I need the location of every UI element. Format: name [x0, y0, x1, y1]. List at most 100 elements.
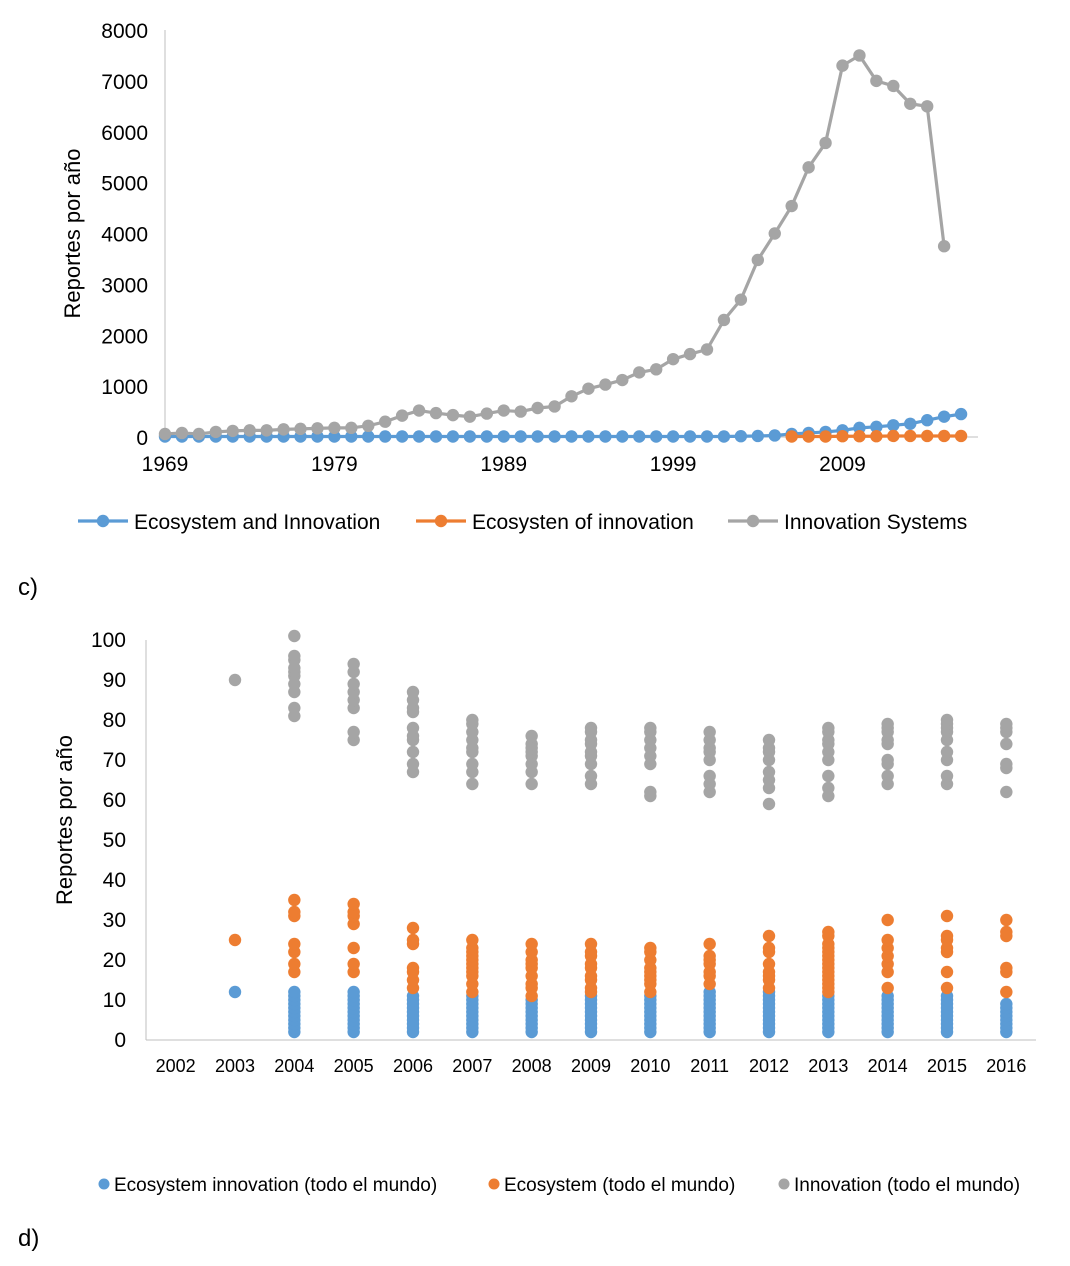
data-point — [940, 769, 954, 783]
data-point — [406, 757, 420, 771]
data-point — [904, 429, 917, 443]
data-point — [954, 407, 968, 421]
legend-marker — [488, 1178, 500, 1190]
data-point — [819, 430, 832, 443]
y-tick-label: 70 — [103, 749, 126, 772]
data-point — [762, 941, 776, 955]
data-point — [378, 415, 392, 428]
data-point — [228, 985, 242, 999]
data-point — [870, 430, 883, 443]
data-point — [158, 427, 172, 441]
panel-label-c: c) — [18, 574, 38, 601]
y-tick-label: 50 — [103, 829, 126, 852]
legend-label: Ecosystem and Innovation — [134, 511, 380, 534]
data-point — [497, 430, 510, 443]
data-point — [768, 429, 781, 442]
data-point — [762, 797, 776, 811]
data-point — [288, 937, 301, 951]
data-point — [1000, 717, 1013, 731]
data-point — [940, 929, 954, 943]
data-point — [683, 430, 697, 443]
data-point — [429, 430, 443, 443]
data-point — [819, 136, 832, 150]
data-point — [497, 404, 510, 417]
data-point — [328, 421, 341, 435]
data-point — [406, 721, 420, 735]
data-point — [525, 729, 538, 743]
legend-label: Ecosysten of innovation — [472, 511, 694, 534]
x-tick-label: 2013 — [808, 1056, 848, 1076]
data-point — [734, 293, 748, 306]
legend-marker — [98, 1178, 110, 1190]
data-point — [954, 429, 968, 443]
data-point — [644, 721, 657, 735]
panel-label-d: d) — [18, 1225, 40, 1252]
legend-label: Innovation (todo el mundo) — [794, 1175, 1020, 1196]
data-point — [466, 933, 479, 947]
data-point — [347, 985, 360, 999]
data-point — [822, 781, 835, 795]
data-point — [616, 373, 629, 387]
data-point — [881, 981, 894, 995]
data-point — [887, 429, 900, 443]
data-point — [347, 941, 360, 955]
legend-marker — [434, 514, 448, 528]
y-tick-label: 100 — [91, 629, 126, 652]
data-point — [446, 408, 460, 422]
data-point — [347, 957, 360, 971]
y-tick-label: 0 — [136, 427, 148, 450]
data-point — [466, 757, 479, 771]
data-point — [175, 426, 189, 440]
x-tick-label: 2005 — [334, 1056, 374, 1076]
data-point — [466, 777, 479, 791]
y-tick-label: 1000 — [101, 376, 148, 399]
data-point — [853, 49, 866, 62]
data-point — [644, 785, 657, 799]
data-point — [548, 430, 561, 443]
data-point — [531, 430, 544, 443]
data-point — [904, 97, 917, 110]
data-point — [836, 59, 849, 72]
x-tick-label: 1999 — [650, 453, 697, 476]
data-point — [345, 430, 358, 443]
data-point — [582, 382, 595, 395]
data-point — [762, 765, 776, 779]
data-point — [525, 937, 538, 951]
data-point — [703, 937, 716, 951]
data-point — [649, 363, 663, 376]
data-point — [785, 430, 798, 443]
data-point — [228, 933, 242, 947]
data-point — [192, 427, 206, 441]
y-tick-label: 6000 — [101, 122, 148, 145]
data-point — [1000, 961, 1013, 975]
data-point — [347, 725, 360, 739]
data-point — [584, 721, 598, 735]
x-tick-label: 2012 — [749, 1056, 789, 1076]
data-point — [514, 430, 527, 443]
y-axis-title: Reportes por año — [60, 149, 85, 319]
data-point — [347, 657, 360, 671]
data-point — [243, 424, 256, 437]
x-tick-label: 2014 — [868, 1056, 908, 1076]
data-point — [802, 430, 815, 443]
data-point — [683, 347, 697, 361]
data-point — [328, 430, 341, 443]
data-point — [700, 343, 714, 356]
data-point — [762, 733, 776, 747]
data-point — [531, 401, 544, 415]
data-point — [768, 227, 781, 240]
data-point — [649, 430, 663, 443]
data-point — [406, 933, 420, 947]
data-point — [940, 745, 954, 759]
data-point — [565, 390, 578, 403]
data-point — [406, 961, 420, 975]
data-point — [644, 941, 657, 955]
data-point — [836, 430, 849, 443]
data-point — [881, 717, 894, 731]
data-point — [480, 430, 494, 443]
y-tick-label: 0 — [114, 1029, 126, 1052]
data-point — [362, 430, 375, 443]
data-point — [406, 685, 420, 699]
data-point — [412, 430, 426, 443]
legend-marker — [778, 1178, 790, 1190]
